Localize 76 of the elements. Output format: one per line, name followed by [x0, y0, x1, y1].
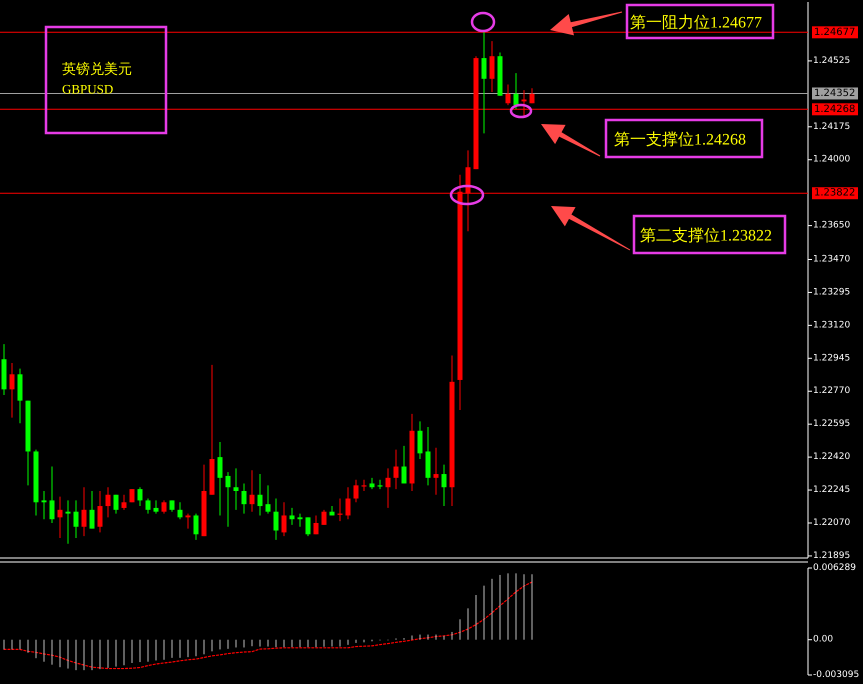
annotation: 第二支撑位1.23822: [640, 226, 772, 244]
line-series: [3, 581, 533, 670]
candlestick: [274, 498, 278, 540]
candlestick: [258, 474, 262, 516]
candlestick: [506, 84, 510, 106]
candlestick: [218, 442, 222, 516]
ref-line-label: 1.24677: [814, 26, 856, 38]
y-tick-label: 1.23295: [813, 287, 850, 298]
y-tick-label: 1.22070: [813, 518, 850, 528]
candlestick: [10, 362, 14, 418]
y-tick-label: 0.00: [813, 634, 834, 645]
candlestick: [138, 486, 142, 507]
candlestick: [290, 507, 294, 526]
annotation: GBPUSD: [62, 82, 114, 96]
candlestick: [130, 488, 134, 503]
candlestick: [530, 88, 534, 104]
candlestick: [58, 496, 62, 539]
candlestick: [514, 72, 518, 110]
candlestick: [322, 509, 326, 526]
y-tick-label: 1.24525: [813, 56, 850, 66]
candlestick: [146, 498, 150, 514]
y-tick-label: 1.24000: [813, 154, 850, 165]
ref-line-label: 1.24268: [814, 104, 856, 115]
candlestick: [234, 468, 238, 510]
candlestick: [434, 447, 438, 496]
candlestick: [178, 502, 182, 520]
y-tick-label: 0.006289: [813, 563, 856, 573]
candlestick: [338, 498, 342, 522]
candlestick: [90, 490, 94, 530]
candlestick: [266, 484, 270, 514]
annotation: 英镑兑美元: [62, 62, 132, 78]
candlestick: [314, 514, 318, 535]
y-tick-label: 1.21895: [813, 550, 850, 561]
candlestick: [282, 502, 286, 537]
candlestick: [122, 494, 126, 510]
candlestick: [370, 477, 374, 490]
candlestick: [66, 500, 70, 544]
candlestick: [82, 486, 86, 537]
y-tick-label: 1.22420: [813, 452, 850, 462]
candlestick: [354, 479, 358, 503]
candlestick: [162, 500, 166, 514]
candlestick: [330, 506, 334, 516]
candlestick: [482, 31, 486, 134]
candlestick: [402, 445, 406, 484]
candlestick: [346, 486, 350, 520]
candlestick: [114, 494, 118, 514]
candlestick: [306, 516, 310, 537]
ref-line-label: 1.23822: [814, 188, 856, 199]
annotation: 第一支撑位1.24268: [614, 130, 746, 148]
candlestick: [490, 40, 494, 92]
candlestick: [394, 449, 398, 490]
candlestick: [106, 486, 110, 518]
candlestick: [74, 500, 78, 539]
candlestick: [418, 420, 422, 460]
candlestick: [242, 482, 246, 514]
candlestick: [386, 468, 390, 508]
candlestick: [442, 464, 446, 507]
y-tick-label: 1.23470: [813, 254, 850, 264]
candlestick: [98, 490, 102, 533]
candlestick: [194, 513, 198, 540]
annotation: 第一阻力位1.24677: [630, 14, 762, 32]
y-tick-label: 1.22945: [813, 353, 850, 364]
y-tick-label: 1.22245: [813, 485, 850, 496]
ref-line-label: 1.24352: [814, 88, 856, 99]
candlestick: [154, 500, 158, 514]
y-tick-label: 1.22595: [813, 419, 850, 430]
y-tick-label: -0.003095: [813, 670, 860, 680]
y-tick-label: 1.22770: [813, 386, 850, 396]
candlestick: [50, 466, 54, 524]
y-tick-label: 1.24175: [813, 122, 850, 132]
candlestick: [42, 490, 46, 520]
candlestick: [226, 472, 230, 528]
candlestick: [250, 470, 254, 512]
y-tick-label: 1.23120: [813, 320, 850, 330]
candlestick: [186, 513, 190, 530]
y-tick-label: 1.23650: [813, 220, 850, 231]
